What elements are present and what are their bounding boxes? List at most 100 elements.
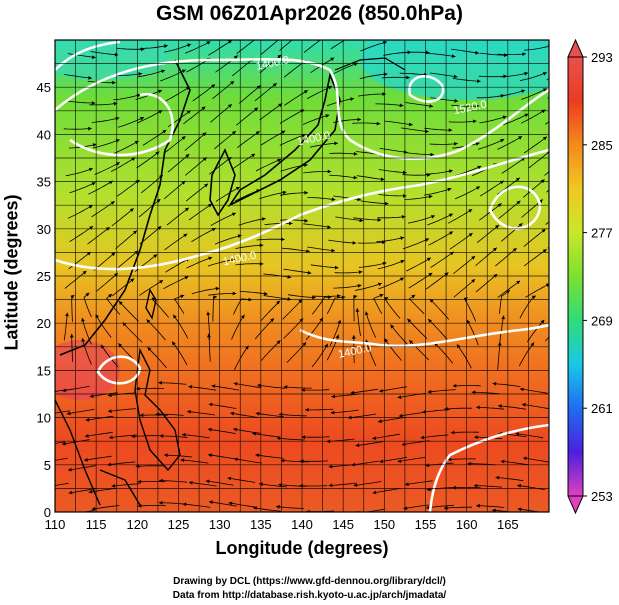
colorbar-tick-label: 293 bbox=[591, 50, 613, 65]
wind-arrowhead bbox=[522, 52, 526, 56]
wind-streamline bbox=[260, 300, 281, 322]
wind-streamline bbox=[116, 179, 140, 197]
wind-streamline bbox=[208, 40, 233, 56]
wind-arrowhead bbox=[319, 317, 323, 322]
wind-streamline bbox=[135, 387, 164, 390]
y-tick-label: 35 bbox=[37, 175, 51, 190]
wind-arrowhead bbox=[37, 444, 41, 448]
x-axis-ticks: 110 115 120 125 130 135 140 145 150 155 160 165 bbox=[45, 517, 519, 532]
wind-arrowhead bbox=[409, 340, 413, 344]
wind-arrowhead bbox=[213, 295, 217, 300]
wind-streamline bbox=[329, 319, 341, 347]
wind-arrowhead bbox=[227, 40, 232, 44]
wind-arrowhead bbox=[91, 182, 96, 186]
wind-arrowhead bbox=[91, 506, 96, 511]
wind-arrowhead bbox=[68, 467, 72, 472]
wind-streamline bbox=[67, 53, 96, 58]
wind-arrowhead bbox=[206, 41, 211, 45]
wind-arrowhead bbox=[384, 297, 389, 301]
wind-arrowhead bbox=[69, 333, 74, 338]
wind-arrowhead bbox=[456, 344, 461, 349]
warm-region-west bbox=[55, 340, 120, 400]
wind-arrowhead bbox=[452, 383, 457, 388]
wind-streamline bbox=[328, 239, 357, 244]
wind-arrowhead bbox=[156, 199, 161, 203]
wind-arrowhead bbox=[328, 464, 333, 469]
wind-arrowhead bbox=[113, 513, 117, 517]
wind-arrowhead bbox=[521, 89, 525, 93]
wind-arrowhead bbox=[500, 459, 505, 464]
wind-streamline bbox=[375, 103, 404, 107]
y-tick-label: 30 bbox=[37, 222, 51, 237]
wind-streamline bbox=[500, 460, 529, 466]
wind-arrowhead bbox=[359, 218, 364, 223]
wind-streamline bbox=[427, 53, 456, 57]
wind-streamline bbox=[210, 103, 233, 123]
wind-arrowhead bbox=[451, 54, 456, 58]
wind-arrowhead bbox=[564, 174, 568, 178]
wind-arrowhead bbox=[327, 225, 331, 229]
wind-streamline bbox=[113, 513, 141, 516]
wind-arrowhead bbox=[498, 404, 502, 408]
wind-streamline bbox=[328, 482, 357, 486]
wind-streamline bbox=[234, 189, 261, 202]
wind-arrowhead bbox=[207, 333, 211, 338]
wind-arrowhead bbox=[88, 167, 93, 172]
wind-arrowhead bbox=[523, 456, 527, 461]
wind-streamline bbox=[502, 113, 529, 126]
wind-arrowhead bbox=[521, 402, 526, 407]
wind-arrowhead bbox=[400, 277, 404, 282]
wind-streamline bbox=[208, 403, 237, 409]
wind-arrowhead bbox=[118, 343, 123, 348]
wind-streamline bbox=[448, 120, 477, 123]
wind-arrowhead bbox=[350, 97, 354, 101]
wind-arrowhead bbox=[211, 84, 215, 89]
wind-arrowhead bbox=[426, 257, 431, 262]
wind-streamline bbox=[183, 106, 206, 125]
wind-streamline bbox=[384, 338, 402, 361]
wind-arrowhead bbox=[425, 50, 430, 55]
colorbar-body bbox=[567, 56, 584, 497]
wind-arrowhead bbox=[185, 86, 190, 91]
wind-streamline bbox=[255, 158, 282, 172]
wind-streamline bbox=[377, 216, 406, 219]
wind-arrowhead bbox=[163, 44, 168, 49]
x-tick-label: 165 bbox=[497, 517, 519, 532]
wind-arrowhead bbox=[272, 83, 277, 87]
cold-region-north bbox=[360, 40, 549, 100]
wind-arrowhead bbox=[227, 104, 232, 108]
wind-streamline bbox=[378, 194, 407, 197]
wind-streamline bbox=[479, 115, 507, 124]
wind-streamline bbox=[188, 203, 213, 221]
wind-streamline bbox=[326, 296, 346, 314]
wind-streamline bbox=[517, 508, 542, 512]
wind-streamline bbox=[466, 319, 479, 346]
wind-arrowhead bbox=[183, 233, 188, 238]
wind-streamline bbox=[68, 251, 92, 270]
wind-arrowhead bbox=[186, 110, 191, 114]
wind-streamline bbox=[131, 435, 160, 437]
wind-arrowhead bbox=[234, 457, 238, 462]
wind-arrowhead bbox=[184, 276, 189, 280]
wind-streamline bbox=[140, 174, 164, 194]
wind-arrowhead bbox=[89, 394, 94, 398]
wind-streamline bbox=[254, 82, 277, 102]
wind-arrowhead bbox=[331, 197, 336, 202]
wind-arrowhead bbox=[208, 453, 212, 458]
wind-streamline bbox=[355, 441, 384, 447]
wind-arrowhead bbox=[187, 43, 191, 48]
wind-arrowhead bbox=[472, 119, 477, 124]
wind-arrowhead bbox=[358, 270, 363, 274]
wind-streamline bbox=[279, 109, 305, 124]
wind-streamline bbox=[227, 477, 256, 483]
wind-streamline bbox=[208, 293, 237, 296]
wind-streamline bbox=[182, 503, 211, 508]
wind-streamline bbox=[280, 192, 308, 196]
wind-arrowhead bbox=[466, 319, 471, 324]
wind-streamline bbox=[519, 388, 548, 394]
wind-arrowhead bbox=[276, 300, 280, 305]
wind-streamline bbox=[479, 180, 504, 197]
wind-arrowhead bbox=[85, 292, 90, 297]
wind-streamline bbox=[453, 255, 476, 275]
wind-arrowhead bbox=[447, 187, 452, 192]
